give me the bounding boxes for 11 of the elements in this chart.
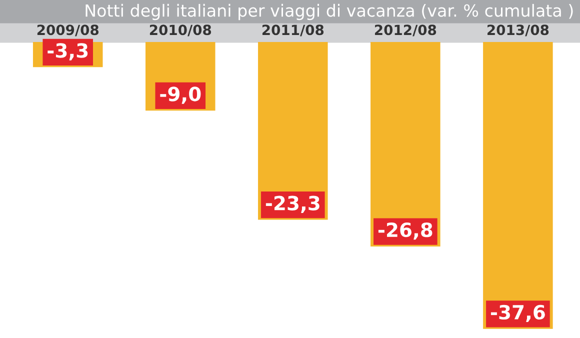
data-label: -9,0 [160, 86, 201, 104]
x-tick-label: 2013/08 [488, 24, 549, 36]
data-label: -26,8 [378, 222, 432, 240]
data-label: -37,6 [490, 304, 545, 322]
x-tick-label: 2010/08 [150, 24, 212, 36]
x-tick-label: 2012/08 [374, 24, 436, 36]
chart-title: Notti degli italiani per viaggi di vacanza (var. % cumulata ) [86, 4, 573, 20]
x-tick-label: 2011/08 [262, 24, 324, 36]
x-tick-label: 2009/08 [37, 24, 99, 36]
data-label: -23,3 [266, 196, 320, 213]
data-label: -3,3 [48, 43, 88, 60]
